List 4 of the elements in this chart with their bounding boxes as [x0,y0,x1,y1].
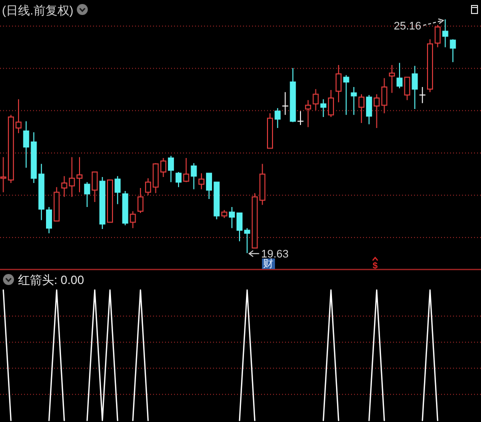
chart-title: 红箭头: 0.00 [18,273,84,287]
chart-title: (日线.前复权) [2,4,74,18]
annotation: 25.16 [394,20,422,32]
text: $ [372,260,378,270]
